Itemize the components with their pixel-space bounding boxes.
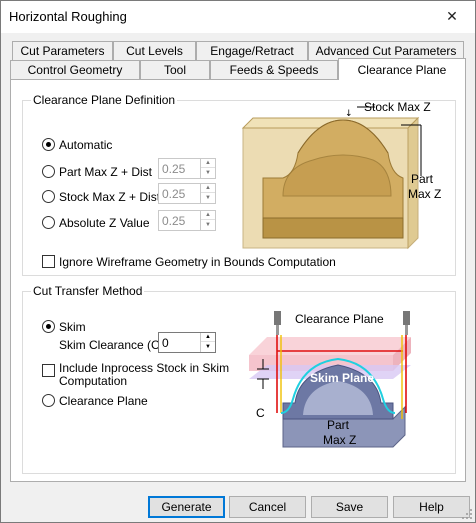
spin-up-icon[interactable]: ▲ bbox=[201, 333, 215, 342]
stepper-value: 0.25 bbox=[162, 162, 186, 176]
stepper-arrows: ▲ ▼ bbox=[200, 184, 215, 203]
svg-text:↓: ↓ bbox=[345, 109, 353, 119]
spin-down-icon[interactable]: ▼ bbox=[205, 343, 211, 350]
spin-down-icon[interactable]: ▼ bbox=[205, 194, 211, 201]
stepper-value: 0.25 bbox=[162, 187, 186, 201]
tab-feeds-speeds[interactable]: Feeds & Speeds bbox=[210, 60, 338, 79]
cut-transfer-illustration bbox=[249, 311, 411, 448]
max-z-diagram-label: Max Z bbox=[323, 433, 357, 447]
tab-tool[interactable]: Tool bbox=[140, 60, 210, 79]
close-icon: ✕ bbox=[446, 8, 458, 24]
tab-label: Engage/Retract bbox=[210, 44, 294, 58]
spin-down-icon[interactable]: ▼ bbox=[205, 221, 211, 228]
button-label: Save bbox=[335, 500, 364, 514]
help-button[interactable]: Help bbox=[393, 496, 470, 518]
include-inprocess-label-line2: Computation bbox=[59, 374, 128, 388]
tab-label: Control Geometry bbox=[27, 63, 123, 77]
skim-clearance-label: Skim Clearance (C) bbox=[59, 338, 164, 352]
c-diagram-label: C bbox=[256, 406, 265, 420]
stepper-arrows: ▲ ▼ bbox=[200, 211, 215, 230]
stepper-value: 0.25 bbox=[162, 214, 186, 228]
absolute-z-value-stepper[interactable]: 0.25 ▲ ▼ bbox=[158, 210, 216, 231]
clearance-plane-panel: Clearance Plane Definition Automatic Par… bbox=[10, 79, 466, 482]
skim-clearance-stepper[interactable]: 0 ▲ ▼ bbox=[158, 332, 216, 353]
absolute-z-value-radio[interactable] bbox=[42, 216, 55, 229]
part-max-z-dist-label: Part Max Z + Dist bbox=[59, 165, 153, 179]
tab-label: Cut Parameters bbox=[20, 44, 105, 58]
group-title: Clearance Plane Definition bbox=[31, 93, 178, 107]
resize-grip-icon[interactable] bbox=[461, 508, 473, 520]
part-diagram-label: Part bbox=[327, 418, 350, 432]
spin-up-icon[interactable]: ▲ bbox=[201, 211, 215, 220]
spin-up-icon[interactable]: ▲ bbox=[201, 184, 215, 193]
stock-max-z-dist-label: Stock Max Z + Dist bbox=[59, 190, 161, 204]
tab-cut-parameters[interactable]: Cut Parameters bbox=[12, 41, 113, 60]
tab-label: Cut Levels bbox=[126, 44, 183, 58]
part-max-z-dist-radio[interactable] bbox=[42, 165, 55, 178]
tab-label: Tool bbox=[163, 63, 186, 77]
cancel-button[interactable]: Cancel bbox=[229, 496, 306, 518]
button-label: Generate bbox=[161, 500, 212, 514]
spin-up-icon[interactable]: ▲ bbox=[201, 159, 215, 168]
clearance-definition-illustration: ↓ bbox=[241, 106, 422, 250]
close-button[interactable]: ✕ bbox=[429, 1, 475, 32]
clearance-plane-definition-group: Clearance Plane Definition bbox=[22, 93, 456, 276]
save-button[interactable]: Save bbox=[311, 496, 388, 518]
tab-engage-retract[interactable]: Engage/Retract bbox=[196, 41, 308, 60]
skim-label: Skim bbox=[59, 320, 86, 334]
cut-transfer-method-group: Cut Transfer Method bbox=[22, 284, 456, 474]
button-label: Help bbox=[419, 500, 444, 514]
max-z-label: Max Z bbox=[408, 187, 442, 201]
stock-max-z-dist-stepper[interactable]: 0.25 ▲ ▼ bbox=[158, 183, 216, 204]
automatic-label: Automatic bbox=[59, 138, 113, 152]
ignore-wireframe-label: Ignore Wireframe Geometry in Bounds Comp… bbox=[59, 255, 336, 269]
skim-radio[interactable] bbox=[42, 320, 55, 333]
include-inprocess-checkbox[interactable] bbox=[42, 364, 55, 377]
ignore-wireframe-checkbox[interactable] bbox=[42, 255, 55, 268]
tab-control-geometry[interactable]: Control Geometry bbox=[10, 60, 140, 79]
group-title: Cut Transfer Method bbox=[31, 284, 145, 298]
tab-label: Advanced Cut Parameters bbox=[315, 44, 457, 58]
stepper-arrows: ▲ ▼ bbox=[200, 159, 215, 178]
part-max-z-dist-stepper[interactable]: 0.25 ▲ ▼ bbox=[158, 158, 216, 179]
clearance-plane-radio[interactable] bbox=[42, 394, 55, 407]
stepper-value: 0 bbox=[162, 336, 169, 350]
clearance-plane-diagram-label: Clearance Plane bbox=[295, 312, 384, 326]
stepper-arrows: ▲ ▼ bbox=[200, 333, 215, 352]
window-title: Horizontal Roughing bbox=[9, 9, 127, 24]
tab-cut-levels[interactable]: Cut Levels bbox=[113, 41, 196, 60]
title-bar: Horizontal Roughing ✕ bbox=[1, 1, 475, 33]
tab-clearance-plane[interactable]: Clearance Plane bbox=[338, 58, 466, 80]
spin-down-icon[interactable]: ▼ bbox=[205, 169, 211, 176]
tab-label: Clearance Plane bbox=[357, 62, 447, 77]
absolute-z-value-label: Absolute Z Value bbox=[59, 216, 150, 230]
clearance-plane-label: Clearance Plane bbox=[59, 394, 148, 408]
stock-max-z-label: Stock Max Z bbox=[364, 100, 431, 114]
part-label: Part bbox=[411, 172, 434, 186]
button-label: Cancel bbox=[248, 500, 287, 514]
skim-plane-diagram-label: Skim Plane bbox=[310, 371, 375, 385]
stock-max-z-dist-radio[interactable] bbox=[42, 190, 55, 203]
tab-label: Feeds & Speeds bbox=[229, 63, 319, 77]
include-inprocess-label-line1: Include Inprocess Stock in Skim bbox=[59, 361, 230, 375]
tab-advanced-cut-parameters[interactable]: Advanced Cut Parameters bbox=[308, 41, 464, 60]
automatic-radio[interactable] bbox=[42, 138, 55, 151]
generate-button[interactable]: Generate bbox=[148, 496, 225, 518]
